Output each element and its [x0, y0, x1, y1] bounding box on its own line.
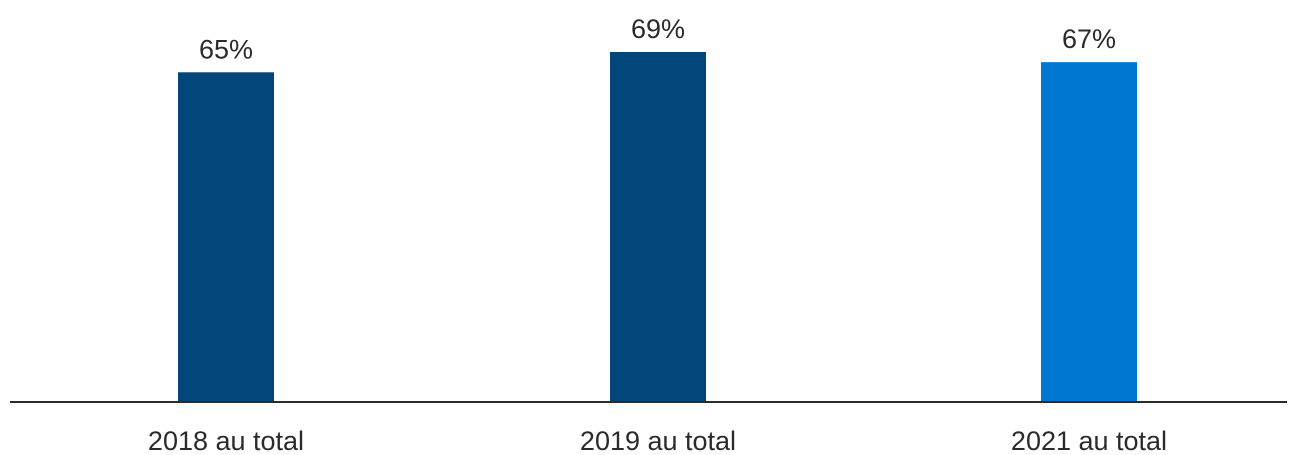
category-label-3: 2021 au total — [1011, 426, 1167, 455]
bar-3 — [1041, 62, 1137, 402]
data-label-1: 65% — [199, 34, 253, 64]
value-labels-layer: 65% 69% 67% — [199, 14, 1116, 64]
bar-1 — [178, 72, 274, 402]
category-label-1: 2018 au total — [148, 426, 304, 455]
bar-2 — [610, 52, 706, 402]
bars-layer — [178, 52, 1137, 402]
data-label-3: 67% — [1062, 24, 1116, 54]
category-label-2: 2019 au total — [580, 426, 736, 455]
data-label-2: 69% — [631, 14, 685, 44]
category-labels-layer: 2018 au total 2019 au total 2021 au total — [148, 426, 1167, 455]
